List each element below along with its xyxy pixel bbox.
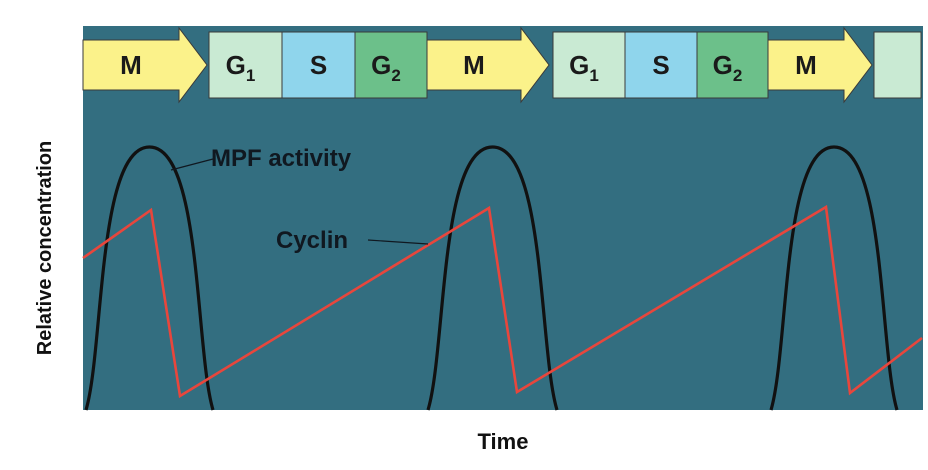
phase-segment: S	[624, 31, 698, 99]
x-axis-label: Time	[478, 429, 529, 454]
phase-label: G2	[713, 50, 743, 85]
phase-segment: M	[426, 26, 550, 104]
y-axis-label: Relative concentration	[34, 141, 56, 356]
phase-subscript: 2	[733, 66, 742, 85]
phase-segment: G2	[354, 31, 428, 99]
phase-arrow	[767, 26, 873, 104]
phase-label: S	[310, 50, 327, 80]
phase-segment: G1	[208, 31, 283, 99]
phase-segment: S	[281, 31, 356, 99]
phase-segment: G2	[696, 31, 769, 99]
phase-box	[281, 31, 356, 99]
phase-arrow	[426, 26, 550, 104]
phase-label: S	[652, 50, 669, 80]
mpf-activity-label: MPF activity	[211, 145, 352, 172]
cyclin-leader-line	[367, 239, 429, 245]
phase-box	[696, 31, 769, 99]
phase-bar: M G1 S G2 M G1 S G2 M	[82, 26, 922, 104]
cyclin-label: Cyclin	[276, 227, 348, 254]
cyclin-curve	[82, 204, 923, 399]
phase-segment: G1	[552, 31, 626, 99]
phase-label: M	[120, 50, 142, 80]
phase-subscript: 1	[589, 66, 598, 85]
phase-segment: M	[82, 26, 208, 104]
mpf-leader-line	[170, 158, 214, 171]
phase-arrow	[82, 26, 208, 104]
phase-box	[873, 31, 922, 99]
phase-segment: M	[767, 26, 873, 104]
phase-box	[208, 31, 283, 99]
phase-subscript: 1	[246, 66, 255, 85]
mpf-activity-curve	[84, 145, 899, 411]
phase-label: M	[795, 50, 817, 80]
phase-label: M	[463, 50, 485, 80]
phase-subscript: 2	[391, 66, 400, 85]
phase-segment	[873, 31, 922, 99]
phase-box	[624, 31, 698, 99]
